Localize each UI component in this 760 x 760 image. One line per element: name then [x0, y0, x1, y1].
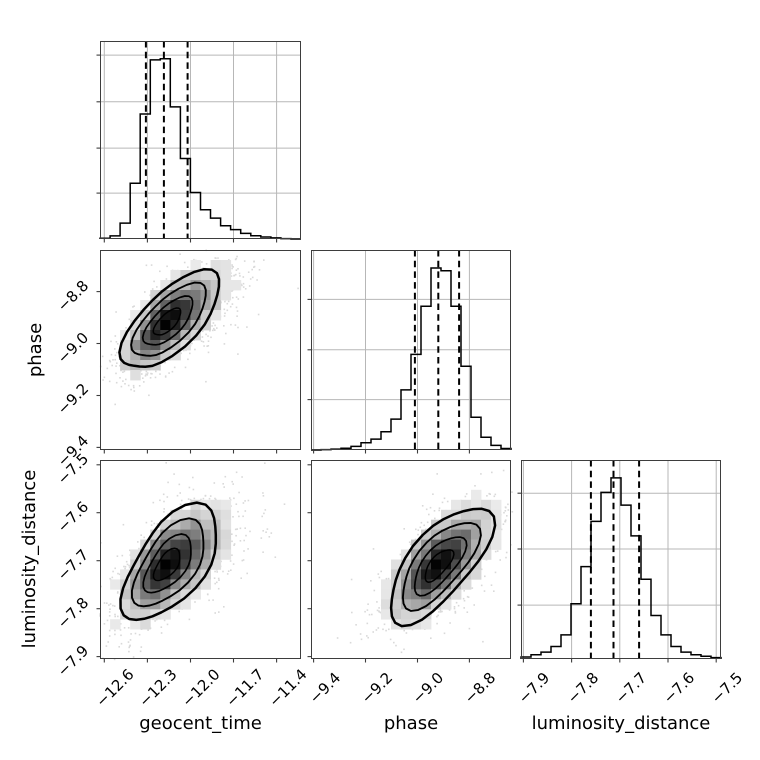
- tick-marks: [307, 464, 470, 663]
- axes-spine: [311, 460, 511, 659]
- panel-hist-geocent-time: [96, 41, 301, 243]
- panel-scatter-phase-vs-luminosity-distance: [307, 460, 514, 663]
- contour-line: [130, 517, 205, 608]
- axes-spine: [100, 250, 301, 450]
- quantile-lines: [144, 41, 189, 239]
- y-axis-title-luminosity-distance: luminosity_distance: [19, 469, 40, 649]
- contour-line: [413, 536, 468, 597]
- contour-lines: [118, 268, 221, 369]
- contour-line: [401, 522, 482, 612]
- histogram-line: [311, 267, 512, 451]
- histogram-line: [99, 58, 301, 240]
- tick-marks: [307, 298, 470, 454]
- gridlines: [311, 250, 511, 450]
- contour-line: [424, 549, 455, 583]
- axes-spine: [311, 250, 511, 450]
- quantile-lines: [413, 250, 461, 450]
- axes-spine: [521, 460, 721, 659]
- contour-line: [142, 533, 192, 594]
- tick-marks: [96, 464, 278, 663]
- panel-hist-phase: [307, 250, 512, 454]
- tick-marks: [96, 54, 278, 243]
- tick-marks: [517, 492, 717, 663]
- contour-line: [119, 501, 218, 622]
- panel-hist-luminosity-distance: [517, 460, 722, 663]
- x-axis-title-phase: phase: [383, 713, 439, 734]
- density-cells: [381, 489, 502, 630]
- x-axis-title-geocent-time: geocent_time: [139, 713, 262, 734]
- tick-marks: [96, 291, 278, 454]
- contour-lines: [389, 507, 497, 628]
- contour-line: [152, 307, 182, 336]
- histogram-line: [520, 477, 722, 659]
- contour-line: [118, 268, 221, 369]
- quantile-lines: [589, 460, 641, 659]
- contour-line: [130, 281, 207, 357]
- panel-scatter-geocent-time-vs-phase: [96, 249, 301, 454]
- x-axis-title-luminosity-distance: luminosity_distance: [531, 713, 711, 734]
- contour-lines: [119, 501, 218, 622]
- contour-line: [141, 295, 194, 346]
- contour-line: [389, 507, 497, 628]
- axes-spine: [100, 460, 301, 659]
- contour-line: [152, 547, 181, 582]
- axes-spine: [100, 41, 301, 239]
- panel-scatter-geocent-time-vs-luminosity-distance: [96, 460, 301, 663]
